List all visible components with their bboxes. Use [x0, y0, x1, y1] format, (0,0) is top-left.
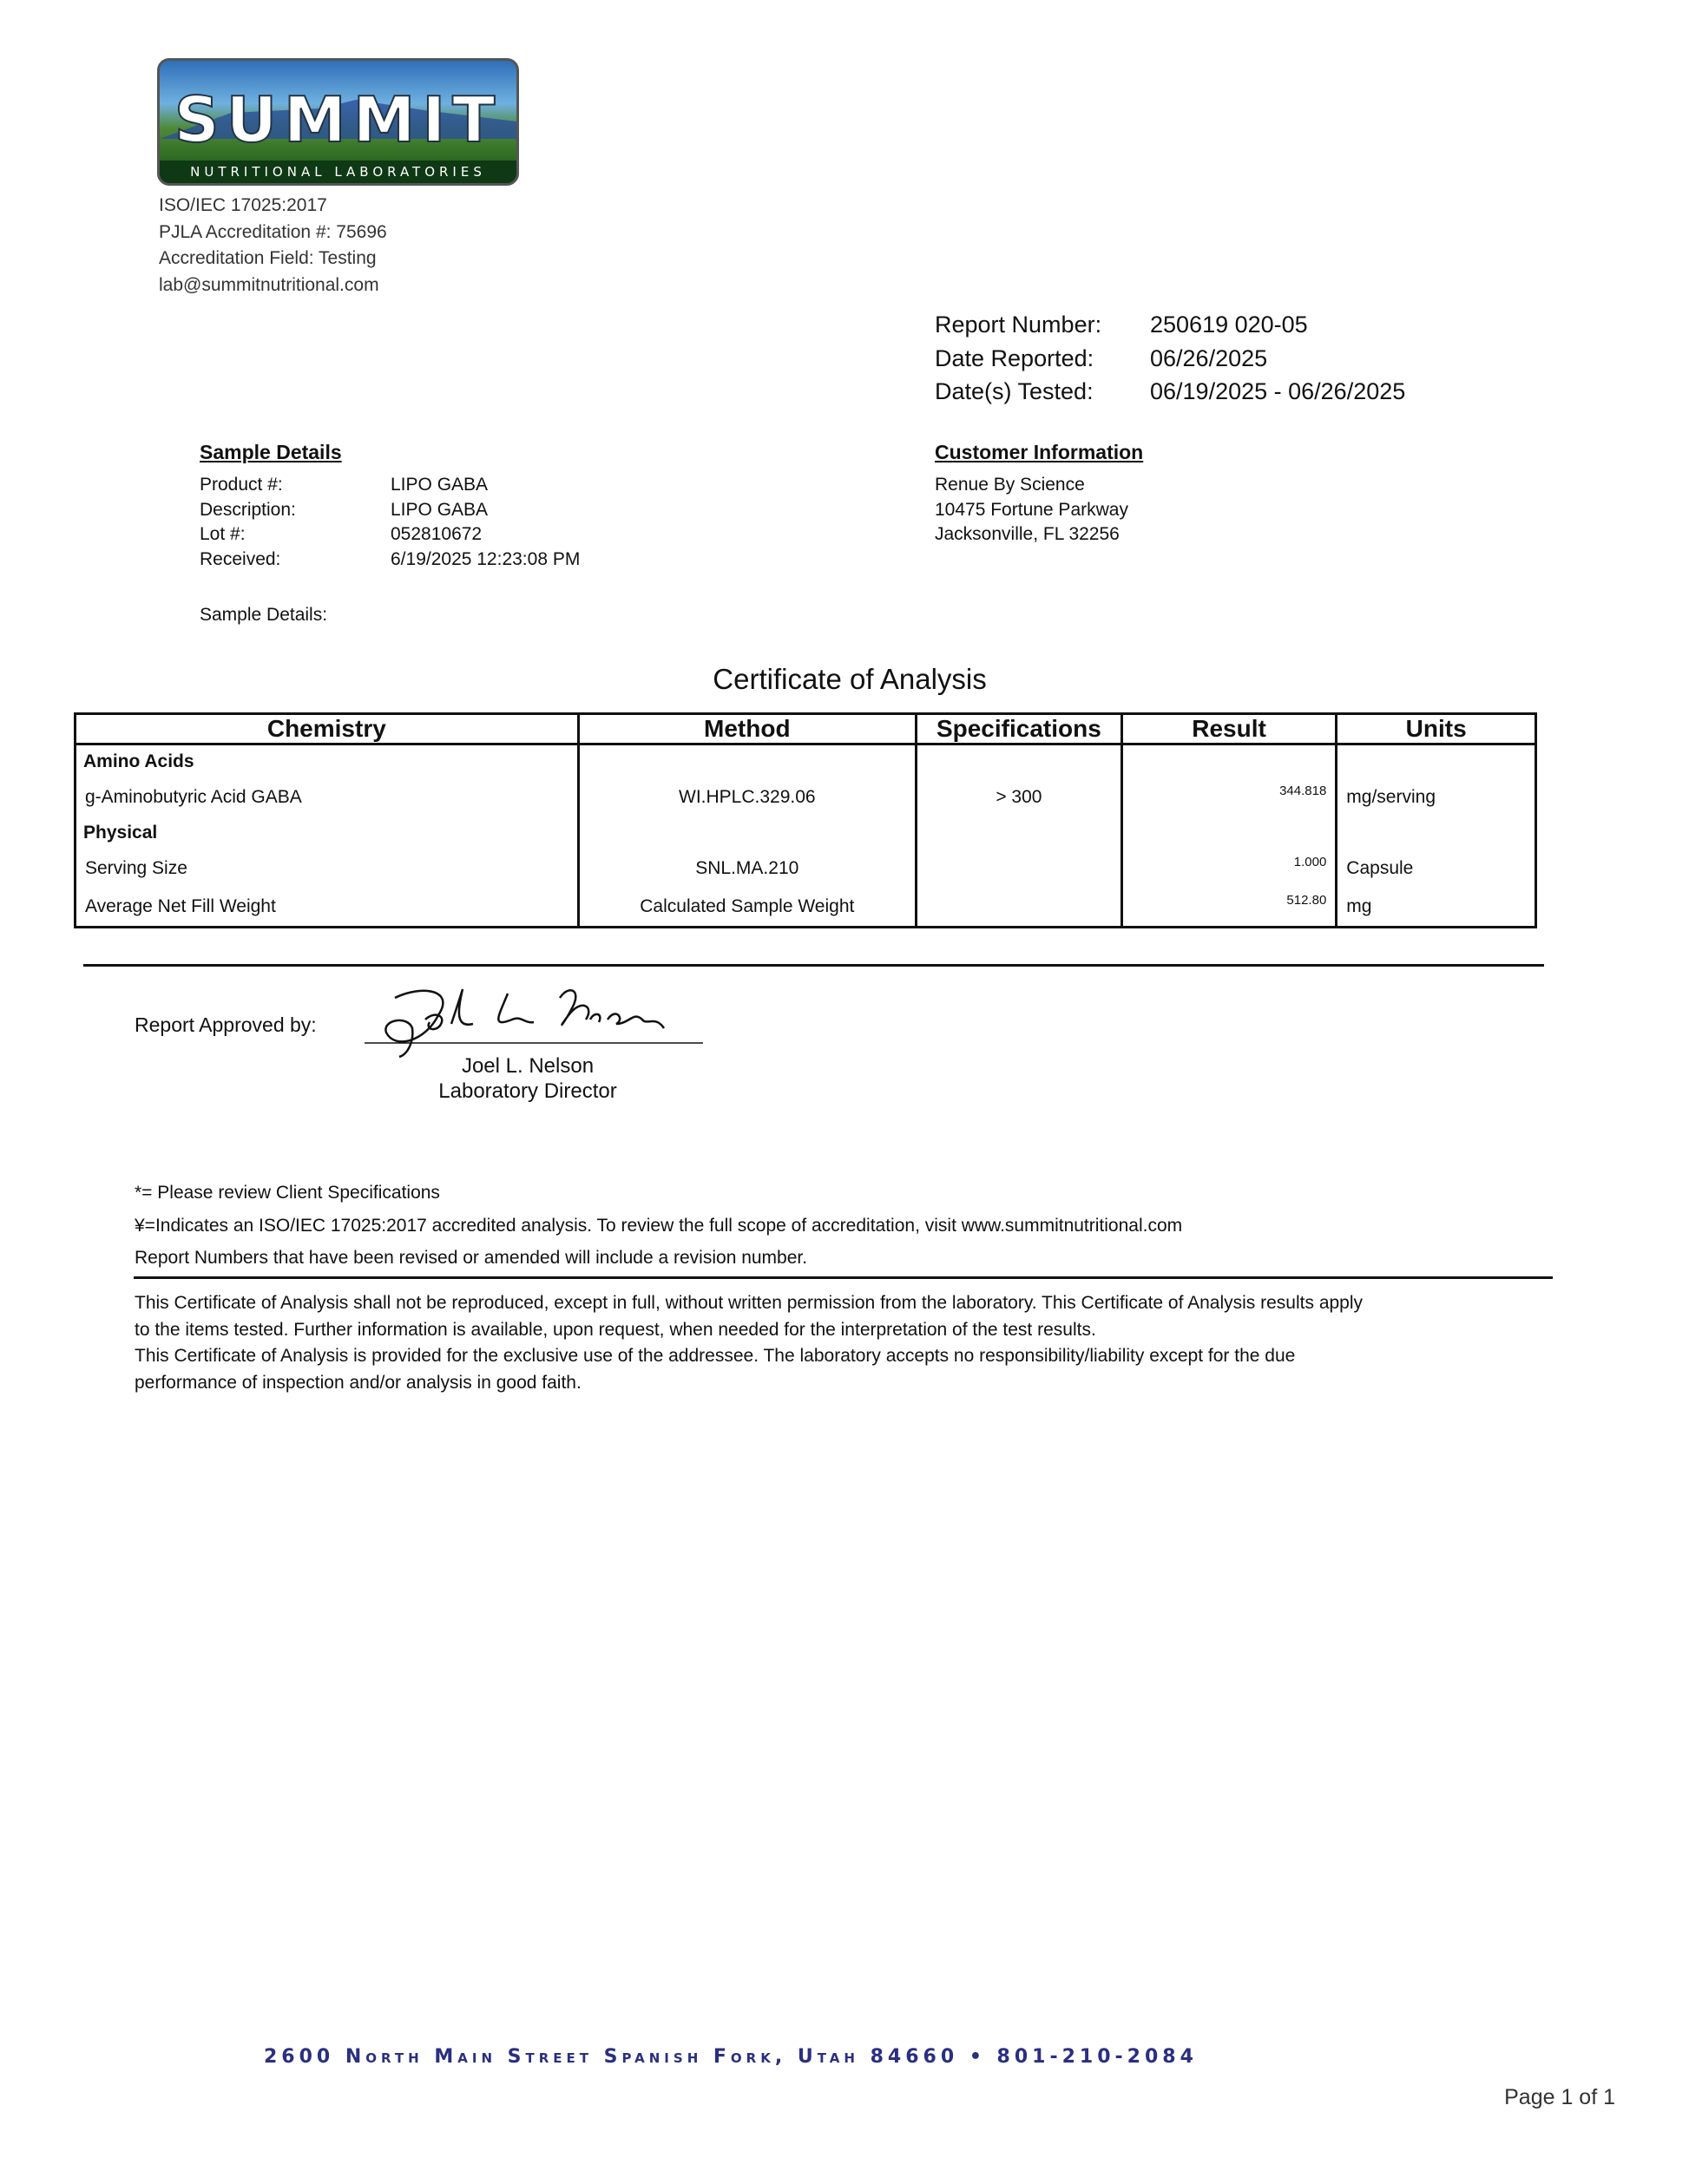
customer-info-heading: Customer Information	[935, 441, 1144, 463]
header-units: Units	[1335, 712, 1537, 745]
report-number: 250619 020-05	[1150, 312, 1308, 338]
notes: *= Please review Client Specifications ¥…	[135, 1177, 1182, 1275]
customer-city: Jacksonville, FL 32256	[935, 524, 1120, 544]
sample-details-label: Sample Details:	[200, 605, 328, 625]
result-cell: 344.818	[1120, 778, 1338, 817]
sample-values: LIPO GABA LIPO GABA 052810672 6/19/2025 …	[391, 473, 580, 572]
logo-text: SUMMIT	[174, 82, 503, 157]
signature-image	[365, 988, 703, 1059]
dates-tested: 06/19/2025 - 06/26/2025	[1150, 378, 1406, 404]
accreditation-info: ISO/IEC 17025:2017 PJLA Accreditation #:…	[159, 193, 387, 298]
chemistry-cell: Serving Size	[74, 849, 580, 888]
accreditation-line: Accreditation Field: Testing	[159, 248, 377, 268]
header-chemistry: Chemistry	[74, 712, 580, 745]
lot-label: Lot #:	[200, 524, 246, 544]
footer-address: 2600 North Main Street Spanish Fork, Uta…	[264, 2046, 1198, 2068]
analysis-table: Chemistry Method Specifications Result U…	[74, 712, 1537, 928]
note-line: Report Numbers that have been revised or…	[135, 1248, 808, 1268]
logo-subtext: NUTRITIONAL LABORATORIES	[160, 161, 516, 183]
date-reported: 06/26/2025	[1150, 344, 1268, 371]
approver-name: Joel L. Nelson	[461, 1054, 595, 1078]
received-label: Received:	[200, 548, 281, 569]
note-line: *= Please review Client Specifications	[135, 1183, 440, 1203]
sample-details-heading: Sample Details	[200, 441, 342, 463]
spec-cell	[914, 849, 1123, 888]
report-info-values: 250619 020-05 06/26/2025 06/19/2025 - 06…	[1150, 308, 1405, 409]
table-row: Average Net Fill Weight Calculated Sampl…	[74, 888, 1537, 928]
divider	[83, 964, 1544, 967]
result-cell: 512.80	[1120, 888, 1338, 928]
header-specifications: Specifications	[914, 712, 1123, 745]
report-info-labels: Report Number: Date Reported: Date(s) Te…	[935, 308, 1101, 409]
table-row: Serving Size SNL.MA.210 1.000 Capsule	[74, 849, 1537, 888]
table-row: g-Aminobutyric Acid GABA WI.HPLC.329.06 …	[74, 778, 1537, 817]
method-cell: SNL.MA.210	[576, 849, 917, 888]
group-label: Physical	[74, 817, 580, 849]
product-label: Product #:	[200, 475, 283, 495]
header-result: Result	[1120, 712, 1338, 745]
lab-email: lab@summitnutritional.com	[159, 274, 379, 295]
divider	[134, 1276, 1553, 1279]
description-value: LIPO GABA	[391, 499, 489, 520]
group-label: Amino Acids	[74, 744, 580, 778]
table-group-row: Physical	[74, 817, 1537, 849]
summit-logo: SUMMIT NUTRITIONAL LABORATORIES	[157, 58, 519, 186]
units-cell: Capsule	[1335, 849, 1537, 888]
document-title: Certificate of Analysis	[713, 663, 987, 695]
spec-cell: > 300	[914, 778, 1123, 817]
approver-title: Laboratory Director	[438, 1079, 617, 1103]
units-cell: mg/serving	[1335, 778, 1537, 817]
disclaimer-line: to the items tested. Further information…	[135, 1319, 1096, 1340]
description-label: Description:	[200, 499, 296, 520]
disclaimer-line: This Certificate of Analysis is provided…	[135, 1346, 1296, 1366]
report-number-label: Report Number:	[935, 312, 1102, 338]
accreditation-line: PJLA Accreditation #: 75696	[159, 221, 387, 242]
method-cell: Calculated Sample Weight	[576, 888, 917, 928]
units-cell: mg	[1335, 888, 1537, 928]
chemistry-cell: g-Aminobutyric Acid GABA	[74, 778, 580, 817]
customer-name: Renue By Science	[935, 475, 1085, 495]
dates-tested-label: Date(s) Tested:	[935, 378, 1094, 404]
product-value: LIPO GABA	[391, 475, 489, 495]
disclaimer-line: performance of inspection and/or analysi…	[135, 1372, 582, 1393]
table-group-row: Amino Acids	[74, 744, 1537, 778]
page-number: Page 1 of 1	[1504, 2085, 1615, 2109]
approved-by-label: Report Approved by:	[135, 1013, 317, 1036]
disclaimer: This Certificate of Analysis shall not b…	[135, 1290, 1363, 1396]
chemistry-cell: Average Net Fill Weight	[74, 888, 580, 928]
note-line: ¥=Indicates an ISO/IEC 17025:2017 accred…	[135, 1215, 1183, 1236]
accreditation-line: ISO/IEC 17025:2017	[159, 195, 327, 215]
result-cell: 1.000	[1120, 849, 1338, 888]
spec-cell	[914, 888, 1123, 928]
lot-value: 052810672	[391, 524, 483, 544]
customer-street: 10475 Fortune Parkway	[935, 499, 1128, 520]
received-value: 6/19/2025 12:23:08 PM	[391, 548, 581, 569]
header-method: Method	[576, 712, 917, 745]
approver: Joel L. Nelson Laboratory Director	[354, 1053, 701, 1104]
method-cell: WI.HPLC.329.06	[576, 778, 917, 817]
date-reported-label: Date Reported:	[935, 344, 1094, 371]
sample-labels: Product #: Description: Lot #: Received:	[200, 473, 296, 572]
table-header-row: Chemistry Method Specifications Result U…	[74, 712, 1537, 745]
disclaimer-line: This Certificate of Analysis shall not b…	[135, 1293, 1364, 1313]
customer-address: Renue By Science 10475 Fortune Parkway J…	[935, 473, 1128, 548]
